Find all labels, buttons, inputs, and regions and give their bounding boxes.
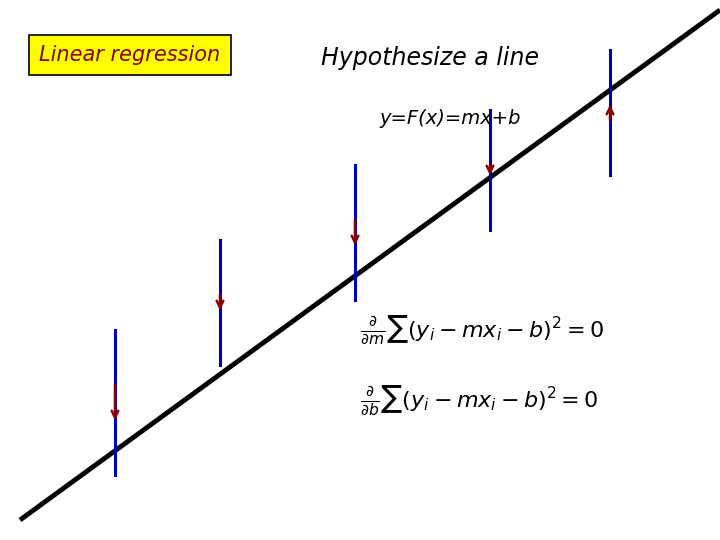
Text: $\frac{\partial}{\partial m}\sum (y_i - mx_i - b)^2 = 0$: $\frac{\partial}{\partial m}\sum (y_i - … xyxy=(360,314,604,347)
Text: $\frac{\partial}{\partial b}\sum (y_i - mx_i - b)^2 = 0$: $\frac{\partial}{\partial b}\sum (y_i - … xyxy=(360,383,598,417)
Text: y=F(x)=mx+b: y=F(x)=mx+b xyxy=(379,109,521,127)
Text: Linear regression: Linear regression xyxy=(40,45,220,65)
Text: Hypothesize a line: Hypothesize a line xyxy=(321,46,539,70)
